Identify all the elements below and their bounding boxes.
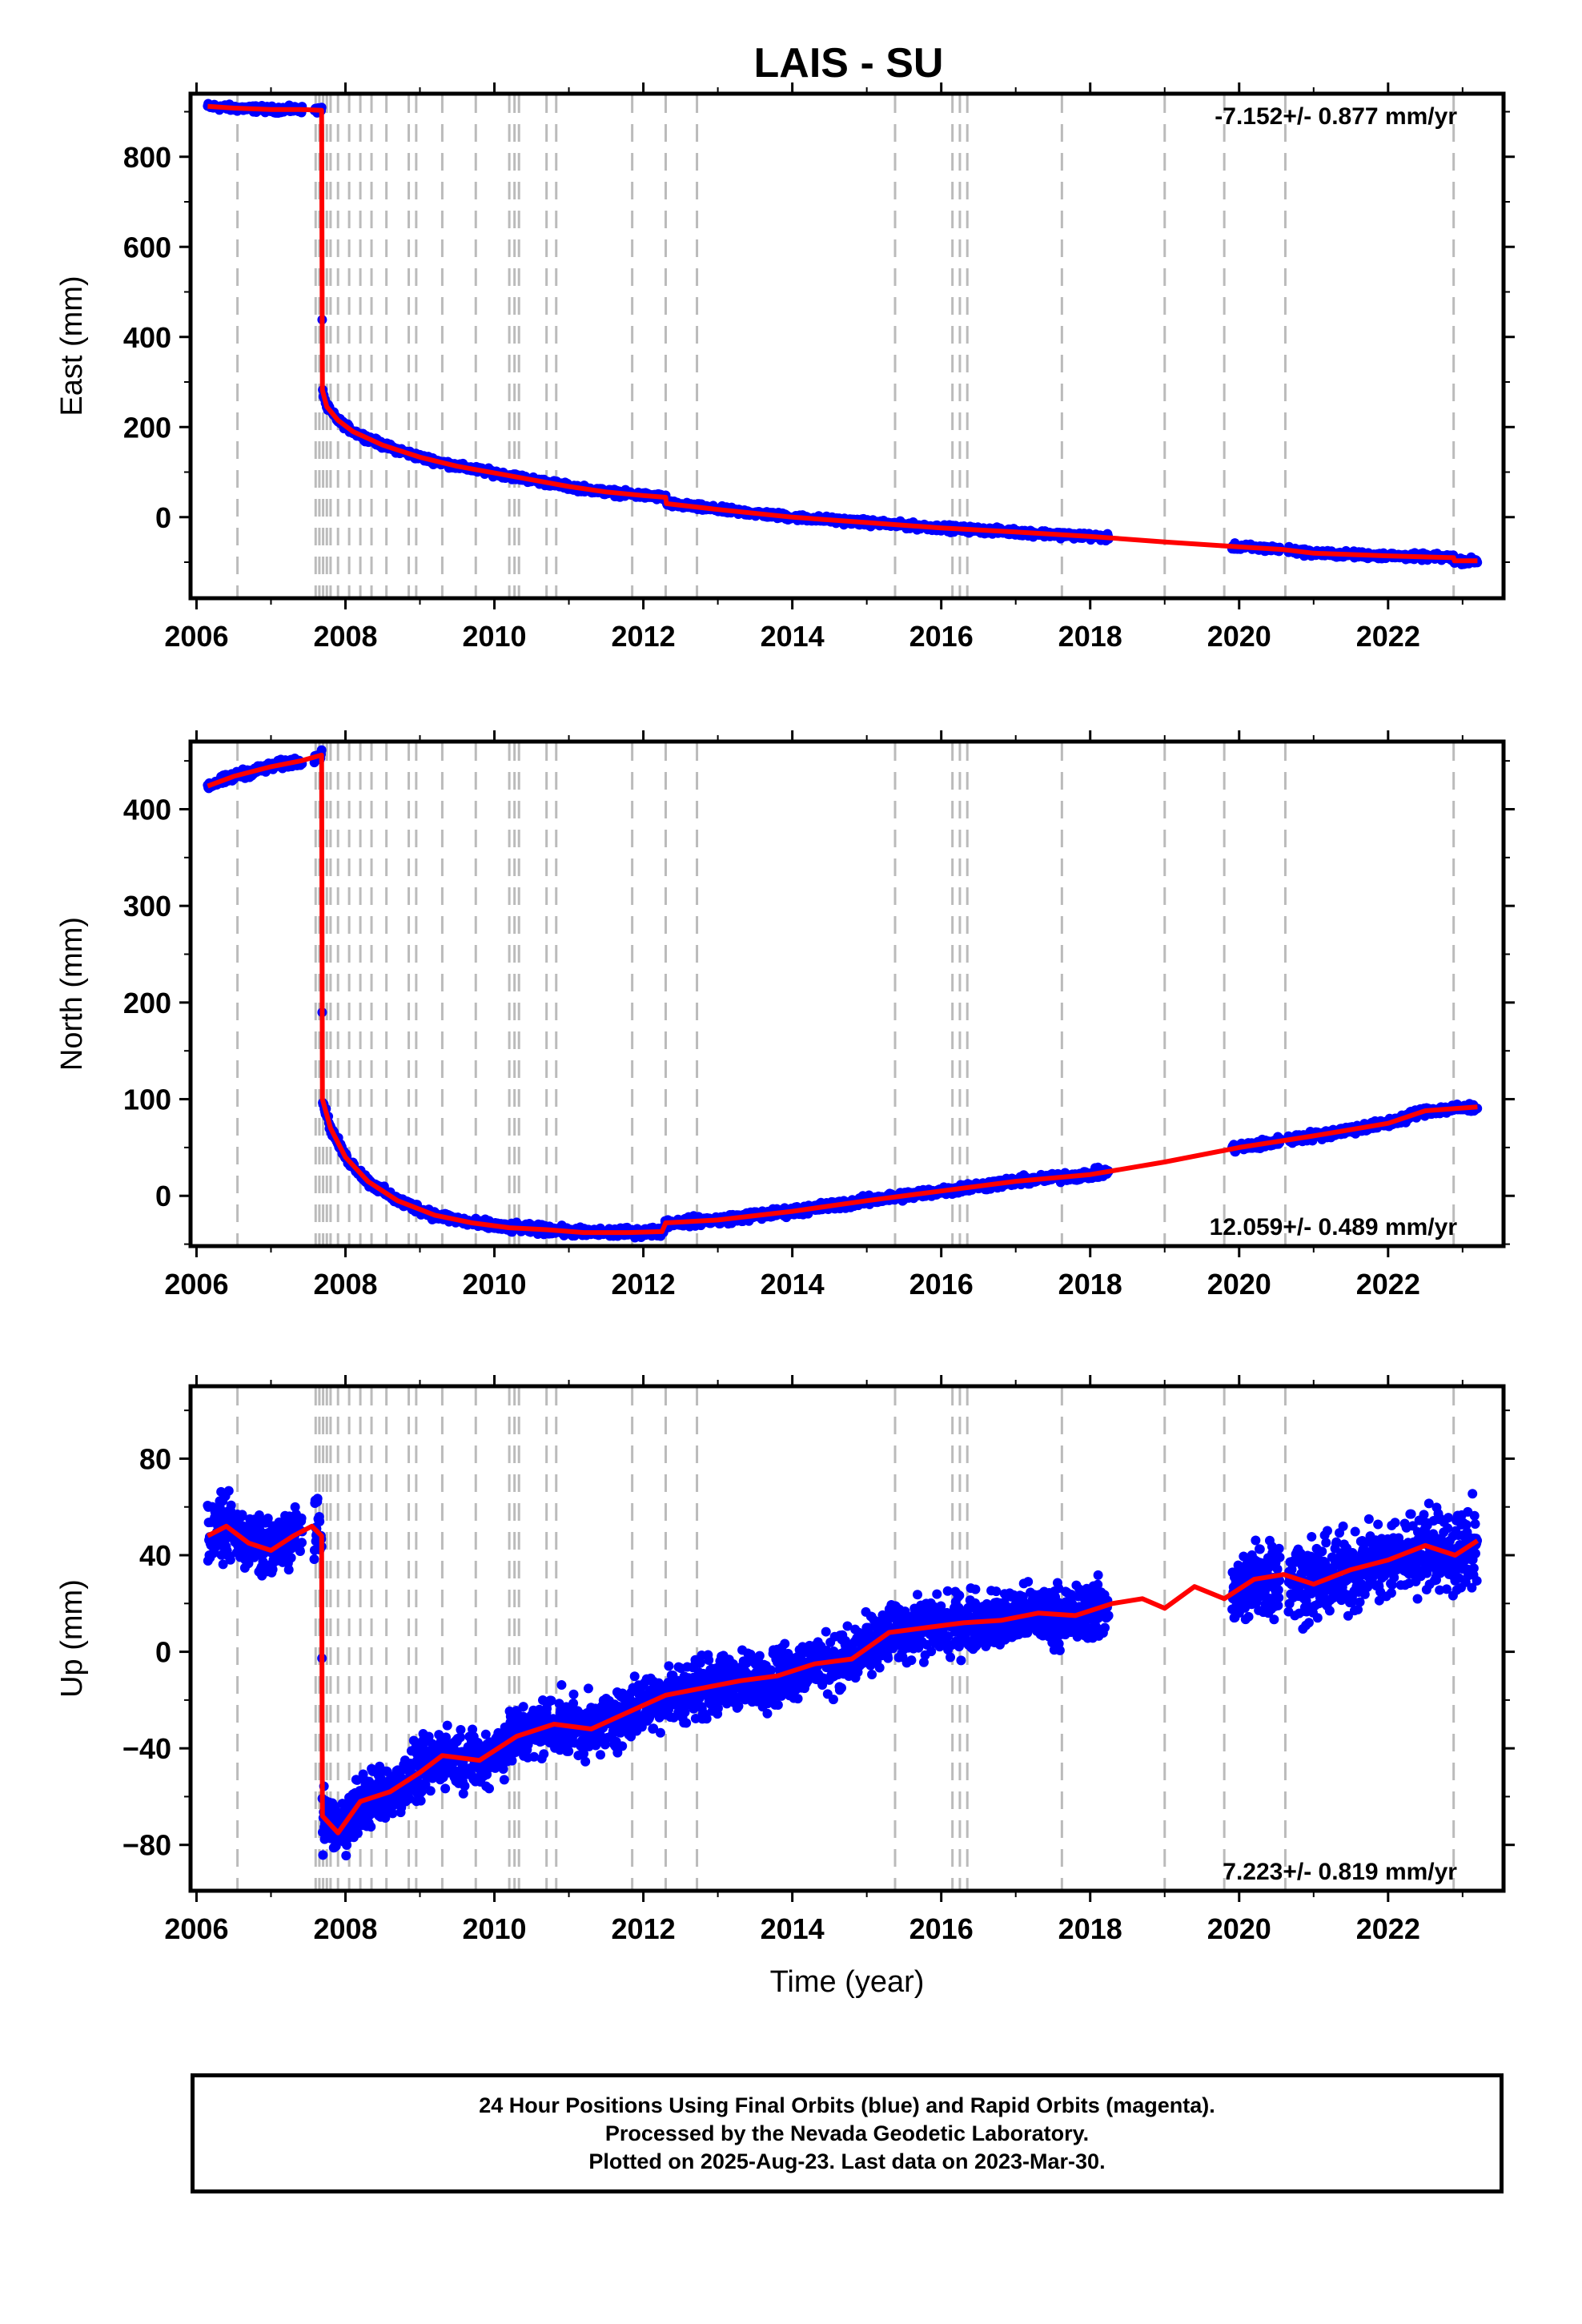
rate-label-north: 12.059+/- 0.489 mm/yr xyxy=(1210,1214,1458,1240)
chart-panels: 2006 2008 2010 2012 2014 2016 2018 2020 20220200… xyxy=(55,82,1515,1945)
model-line xyxy=(207,103,1478,564)
observation-points xyxy=(203,745,1483,1243)
observation-points xyxy=(203,1486,1483,1861)
x-tick-label: 2008 xyxy=(313,1268,377,1301)
x-tick-label: 2016 xyxy=(909,1268,974,1301)
observation-point xyxy=(225,1554,235,1565)
x-tick-label: 2022 xyxy=(1356,620,1420,653)
observation-point xyxy=(312,1494,323,1504)
observation-point xyxy=(223,1486,234,1496)
observation-point xyxy=(283,1565,294,1575)
chart-title: LAIS - SU xyxy=(754,40,944,86)
y-axis-label-east: East (mm) xyxy=(55,275,89,416)
y-tick-label: 0 xyxy=(155,1180,171,1212)
y-tick-label: 800 xyxy=(123,141,171,174)
observation-point xyxy=(309,1554,319,1564)
panel-north: 2006 2008 2010 2012 2014 2016 2018 2020 2022 0 100… xyxy=(55,730,1515,1301)
y-tick-label: 400 xyxy=(123,793,171,826)
observation-point xyxy=(226,1500,236,1510)
observation-point xyxy=(297,1538,307,1548)
model-line xyxy=(207,752,1478,1236)
y-tick-label: 100 xyxy=(123,1084,171,1116)
y-tick-label: 200 xyxy=(123,411,171,444)
x-tick-label: 2014 xyxy=(761,1268,825,1301)
y-tick-label: 0 xyxy=(155,501,171,534)
observation-point xyxy=(341,1851,351,1861)
observation-point xyxy=(296,1513,307,1523)
observation-point xyxy=(425,1786,436,1796)
observation-point xyxy=(286,1553,296,1563)
x-tick-label: 2018 xyxy=(1058,620,1122,653)
x-tick-label: 2016 xyxy=(909,620,974,653)
y-tick-label: 300 xyxy=(123,890,171,923)
step-lines xyxy=(236,743,1456,1244)
x-tick-label: 2010 xyxy=(462,1268,526,1301)
observation-points xyxy=(203,99,1483,569)
x-tick-label: 2018 xyxy=(1058,1268,1122,1301)
x-tick-label: 2006 xyxy=(164,1268,228,1301)
x-tick-label: 2012 xyxy=(612,620,676,653)
x-tick-label: 2012 xyxy=(612,1268,676,1301)
observation-point xyxy=(366,1822,376,1832)
y-tick-label: 200 xyxy=(123,987,171,1019)
x-tick-label: 2010 xyxy=(462,620,526,653)
panel-up: 2006 2008 2010 2012 2014 2016 2018 2020 2022−80−… xyxy=(55,1375,1515,1945)
x-tick-label: 2020 xyxy=(1207,1268,1271,1301)
y-tick-label: 400 xyxy=(123,321,171,354)
rate-label-east: -7.152+/- 0.877 mm/yr xyxy=(1215,103,1457,130)
y-axis-label-north: North (mm) xyxy=(55,917,89,1071)
x-tick-label: 2008 xyxy=(313,620,377,653)
observation-point xyxy=(315,1516,325,1526)
x-tick-label: 2020 xyxy=(1207,620,1271,653)
y-tick-label: 600 xyxy=(123,231,171,263)
observation-point xyxy=(416,1795,426,1806)
x-tick-label: 2006 xyxy=(164,620,228,653)
observation-point xyxy=(318,1850,328,1860)
x-tick-label: 2014 xyxy=(761,620,825,653)
x-tick-label: 2022 xyxy=(1356,1268,1420,1301)
panel-east: 2006 2008 2010 2012 2014 2016 2018 2020 2022 0 200… xyxy=(55,82,1515,653)
step-lines xyxy=(236,95,1456,597)
